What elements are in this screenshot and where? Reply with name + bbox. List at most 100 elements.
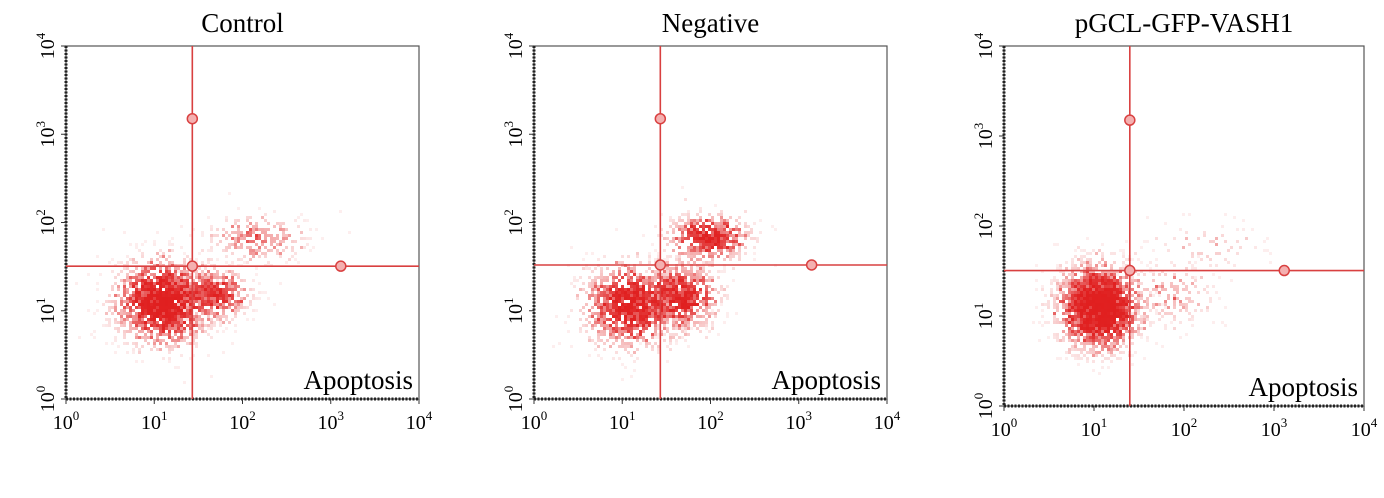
event-dot [195, 276, 198, 279]
event-dot [687, 297, 690, 300]
event-dot [279, 252, 282, 255]
event-dot [705, 312, 708, 315]
event-dot [675, 267, 678, 270]
event-dot [180, 327, 183, 330]
event-dot [198, 273, 201, 276]
event-dot [204, 294, 207, 297]
event-dot [636, 306, 639, 309]
event-dot [123, 285, 126, 288]
event-dot [147, 270, 150, 273]
event-dot [597, 291, 600, 294]
event-dot [624, 342, 627, 345]
event-dot [609, 303, 612, 306]
event-dot [213, 282, 216, 285]
event-dot [114, 327, 117, 330]
event-dot [660, 309, 663, 312]
event-dot [645, 303, 648, 306]
event-dot [690, 225, 693, 228]
event-dot [738, 243, 741, 246]
event-dot [657, 309, 660, 312]
event-dot [696, 213, 699, 216]
event-dot [588, 294, 591, 297]
event-dot [618, 288, 621, 291]
event-dot [600, 306, 603, 309]
event-dot [594, 297, 597, 300]
event-dot [129, 282, 132, 285]
event-dot [594, 303, 597, 306]
event-dot [189, 306, 192, 309]
event-dot [135, 324, 138, 327]
event-dot [648, 303, 651, 306]
event-dot [150, 336, 153, 339]
event-dot [597, 318, 600, 321]
event-dot [693, 261, 696, 264]
event-dot [720, 303, 723, 306]
event-dot [615, 330, 618, 333]
event-dot [171, 294, 174, 297]
event-dot [705, 291, 708, 294]
event-dot [600, 309, 603, 312]
event-dot [225, 261, 228, 264]
event-dot [138, 312, 141, 315]
event-dot [1125, 321, 1128, 324]
event-dot [690, 315, 693, 318]
event-dot [186, 309, 189, 312]
event-dot [120, 300, 123, 303]
event-dot [1140, 294, 1143, 297]
event-dot [168, 336, 171, 339]
event-dot [666, 315, 669, 318]
event-dot [744, 210, 747, 213]
event-dot [675, 279, 678, 282]
event-dot [201, 288, 204, 291]
event-dot [723, 288, 726, 291]
event-dot [225, 306, 228, 309]
event-dot [201, 276, 204, 279]
event-dot [657, 306, 660, 309]
event-dot [234, 222, 237, 225]
event-dot [600, 285, 603, 288]
event-dot [321, 237, 324, 240]
event-dot [726, 246, 729, 249]
event-dot [711, 237, 714, 240]
event-dot [201, 303, 204, 306]
event-dot [234, 294, 237, 297]
event-dot [681, 321, 684, 324]
event-dot [168, 315, 171, 318]
event-dot [678, 273, 681, 276]
event-dot [225, 276, 228, 279]
event-dot [654, 294, 657, 297]
event-dot [753, 237, 756, 240]
event-dot [144, 294, 147, 297]
event-dot [156, 252, 159, 255]
event-dot [1125, 282, 1128, 285]
event-dot [216, 279, 219, 282]
event-dot [582, 288, 585, 291]
event-dot [642, 294, 645, 297]
event-dot [648, 321, 651, 324]
event-dot [225, 300, 228, 303]
event-dot [114, 336, 117, 339]
event-dot [690, 273, 693, 276]
event-dot [1095, 333, 1098, 336]
event-dot [126, 303, 129, 306]
event-dot [627, 342, 630, 345]
event-dot [585, 318, 588, 321]
event-dot [615, 318, 618, 321]
event-dot [717, 237, 720, 240]
event-dot [1089, 336, 1092, 339]
event-dot [138, 279, 141, 282]
event-dot [135, 267, 138, 270]
event-dot [648, 282, 651, 285]
event-dot [207, 297, 210, 300]
y-tick-exponent: 4 [501, 32, 516, 39]
event-dot [159, 255, 162, 258]
event-dot [141, 243, 144, 246]
event-dot [168, 249, 171, 252]
event-dot [744, 246, 747, 249]
event-dot [168, 345, 171, 348]
event-dot [153, 300, 156, 303]
event-dot [660, 321, 663, 324]
event-dot [150, 267, 153, 270]
event-dot [666, 282, 669, 285]
